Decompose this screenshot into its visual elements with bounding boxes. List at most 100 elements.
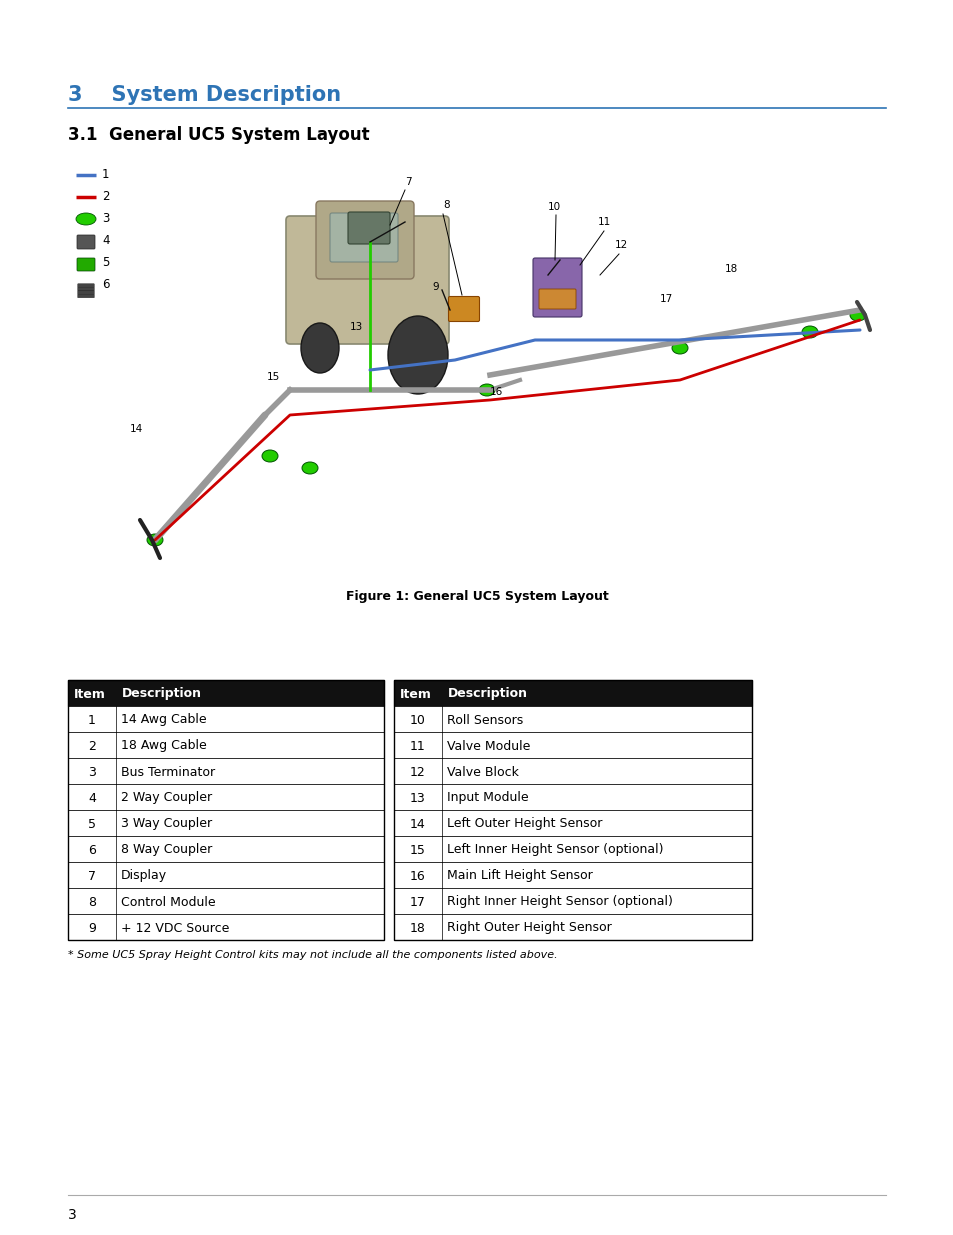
Text: 13: 13: [410, 792, 425, 804]
Text: 15: 15: [410, 844, 425, 857]
FancyBboxPatch shape: [78, 284, 94, 288]
FancyBboxPatch shape: [533, 258, 581, 317]
Ellipse shape: [301, 324, 338, 373]
Text: 6: 6: [88, 844, 96, 857]
Text: 3: 3: [88, 766, 96, 778]
Text: Item: Item: [399, 688, 432, 700]
Text: 8: 8: [442, 200, 449, 210]
Text: Right Inner Height Sensor (optional): Right Inner Height Sensor (optional): [447, 895, 672, 909]
Bar: [68, 732, 384, 758]
Text: * Some UC5 Spray Height Control kits may not include all the components listed a: * Some UC5 Spray Height Control kits may…: [68, 950, 558, 960]
Text: 11: 11: [410, 740, 425, 752]
Bar: [68, 784, 384, 810]
FancyBboxPatch shape: [448, 296, 479, 321]
Text: 16: 16: [490, 387, 503, 396]
Text: 1: 1: [102, 168, 110, 182]
Bar: [394, 784, 751, 810]
Bar: [68, 888, 384, 914]
Text: 16: 16: [410, 869, 425, 883]
Text: 12: 12: [615, 240, 628, 249]
Ellipse shape: [388, 316, 448, 394]
Text: 3: 3: [102, 212, 110, 226]
Ellipse shape: [302, 462, 317, 474]
Text: 4: 4: [88, 792, 96, 804]
Ellipse shape: [801, 326, 817, 338]
Bar: [68, 862, 384, 888]
Text: 7: 7: [88, 869, 96, 883]
Text: 2: 2: [88, 740, 96, 752]
Text: Description: Description: [448, 688, 527, 700]
FancyBboxPatch shape: [538, 289, 576, 309]
Bar: [394, 810, 751, 836]
Ellipse shape: [76, 212, 96, 225]
FancyBboxPatch shape: [330, 212, 397, 262]
Bar: [394, 680, 751, 706]
Bar: [394, 680, 751, 940]
Text: 3.1  General UC5 System Layout: 3.1 General UC5 System Layout: [68, 126, 369, 144]
Bar: [394, 914, 751, 940]
FancyBboxPatch shape: [286, 216, 449, 345]
Text: Right Outer Height Sensor: Right Outer Height Sensor: [447, 921, 611, 935]
Text: 3    System Description: 3 System Description: [68, 85, 341, 105]
Text: 3 Way Coupler: 3 Way Coupler: [121, 818, 212, 830]
FancyBboxPatch shape: [315, 201, 414, 279]
Text: 10: 10: [410, 714, 425, 726]
FancyBboxPatch shape: [348, 212, 390, 245]
Text: 14 Awg Cable: 14 Awg Cable: [121, 714, 207, 726]
Bar: [394, 836, 751, 862]
Bar: [68, 680, 384, 940]
Bar: [394, 888, 751, 914]
Text: 10: 10: [547, 203, 560, 212]
Text: 14: 14: [410, 818, 425, 830]
Text: 18: 18: [410, 921, 425, 935]
Bar: [68, 758, 384, 784]
Text: 13: 13: [350, 322, 363, 332]
FancyBboxPatch shape: [77, 235, 95, 249]
Bar: [394, 862, 751, 888]
Text: 17: 17: [659, 294, 673, 304]
Text: 15: 15: [267, 372, 280, 382]
Text: 7: 7: [405, 177, 411, 186]
Bar: [68, 810, 384, 836]
Bar: [394, 758, 751, 784]
Text: 17: 17: [410, 895, 425, 909]
Bar: [68, 836, 384, 862]
Ellipse shape: [262, 450, 277, 462]
Text: 3: 3: [68, 1208, 76, 1221]
Text: Input Module: Input Module: [447, 792, 528, 804]
Text: 9: 9: [88, 921, 96, 935]
Ellipse shape: [849, 309, 865, 321]
Text: Description: Description: [122, 688, 202, 700]
Text: 8: 8: [88, 895, 96, 909]
Text: 5: 5: [102, 257, 110, 269]
Text: Control Module: Control Module: [121, 895, 215, 909]
Text: Bus Terminator: Bus Terminator: [121, 766, 214, 778]
Bar: [68, 680, 384, 706]
Ellipse shape: [671, 342, 687, 354]
Text: 5: 5: [88, 818, 96, 830]
Text: 18: 18: [724, 264, 738, 274]
Text: 2 Way Coupler: 2 Way Coupler: [121, 792, 212, 804]
Text: Left Outer Height Sensor: Left Outer Height Sensor: [447, 818, 601, 830]
Text: Valve Block: Valve Block: [447, 766, 518, 778]
Text: + 12 VDC Source: + 12 VDC Source: [121, 921, 229, 935]
FancyBboxPatch shape: [78, 288, 94, 290]
Bar: [394, 706, 751, 732]
Text: 4: 4: [102, 235, 110, 247]
Text: Left Inner Height Sensor (optional): Left Inner Height Sensor (optional): [447, 844, 662, 857]
Bar: [394, 732, 751, 758]
Text: 18 Awg Cable: 18 Awg Cable: [121, 740, 207, 752]
Ellipse shape: [147, 534, 163, 546]
FancyBboxPatch shape: [78, 290, 94, 294]
Text: 9: 9: [432, 282, 438, 291]
Text: 2: 2: [102, 190, 110, 204]
Text: Figure 1: General UC5 System Layout: Figure 1: General UC5 System Layout: [345, 590, 608, 603]
FancyBboxPatch shape: [77, 258, 95, 270]
Text: 1: 1: [88, 714, 96, 726]
Text: Display: Display: [121, 869, 167, 883]
FancyBboxPatch shape: [78, 294, 94, 298]
Text: Roll Sensors: Roll Sensors: [447, 714, 522, 726]
Text: 12: 12: [410, 766, 425, 778]
Bar: [68, 914, 384, 940]
Text: 6: 6: [102, 279, 110, 291]
